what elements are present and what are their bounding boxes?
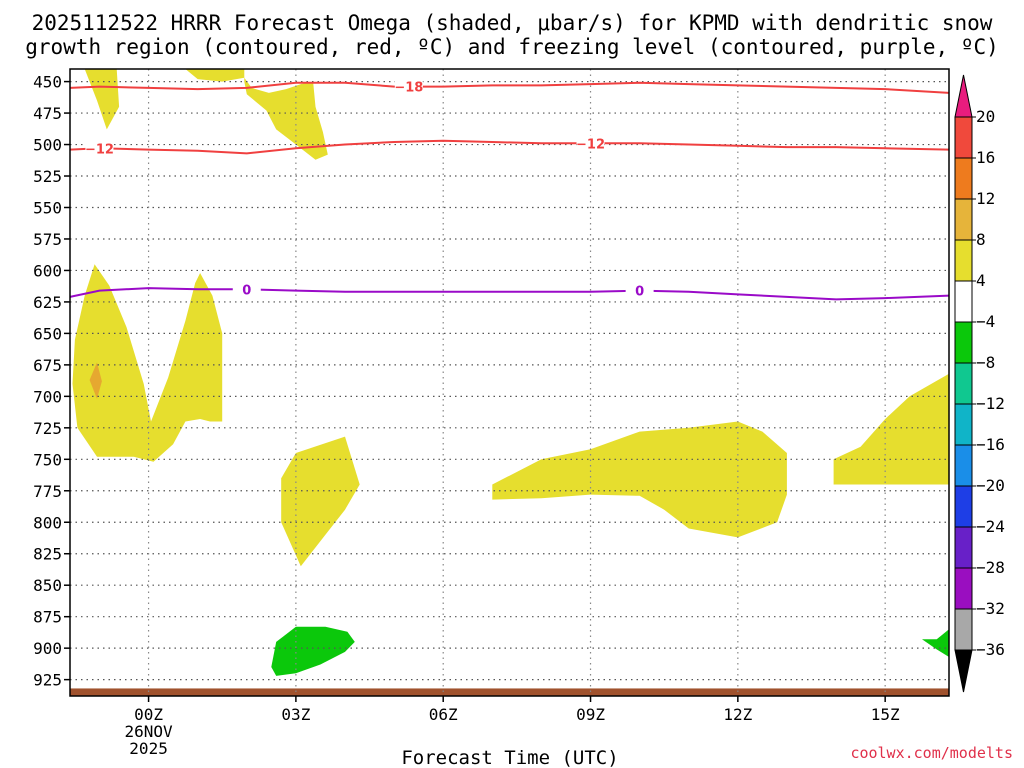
colorbar-band-1 <box>954 157 973 200</box>
y-tick-label-450: 450 <box>33 73 62 92</box>
colorbar-label-8: −16 <box>976 435 1005 454</box>
colorbar-label-5: −4 <box>976 312 995 331</box>
y-tick-label-500: 500 <box>33 136 62 155</box>
colorbar-label-1: 16 <box>976 148 995 167</box>
contour-line-2 <box>69 287 950 301</box>
x-tick-label-15Z: 15Z <box>871 705 900 724</box>
contour-label-bg-2-0 <box>232 281 261 298</box>
colorbar-bottom-arrow <box>954 649 973 693</box>
colorbar-band-5 <box>954 321 973 364</box>
terrain-layer <box>70 688 949 696</box>
grid-layer <box>70 69 949 696</box>
y-tick-label-900: 900 <box>33 639 62 658</box>
colorbar-band-0 <box>954 116 973 159</box>
omega-region-7 <box>271 626 355 676</box>
colorbar-label-3: 8 <box>976 230 986 249</box>
contour-label-2-0: 0 <box>242 283 251 298</box>
contour-line-1 <box>69 139 950 155</box>
omega-shading-layer <box>72 69 949 676</box>
omega-region-5 <box>833 373 949 485</box>
y-tick-label-875: 875 <box>33 608 62 627</box>
colorbar-label-7: −12 <box>976 394 1005 413</box>
y-tick-label-725: 725 <box>33 419 62 438</box>
y-tick-label-650: 650 <box>33 324 62 343</box>
colorbar-label-11: −28 <box>976 558 1005 577</box>
contour-label-2-1: 0 <box>635 285 644 300</box>
y-tick-label-750: 750 <box>33 450 62 469</box>
x-axis-label: Forecast Time (UTC) <box>401 747 618 768</box>
colorbar-band-3 <box>954 239 973 282</box>
omega-region-1 <box>185 69 328 160</box>
y-tick-label-925: 925 <box>33 671 62 690</box>
colorbar-top-arrow <box>954 74 973 118</box>
contour-label-bg-2-1 <box>625 282 654 299</box>
y-tick-label-525: 525 <box>33 167 62 186</box>
y-tick-label-775: 775 <box>33 482 62 501</box>
colorbar-band-7 <box>954 403 973 446</box>
colorbar-band-4 <box>954 280 973 323</box>
contour-label-bg-1-1 <box>576 135 605 152</box>
contour-label-bg-0-0 <box>394 78 423 95</box>
contour-label-1-1: −12 <box>576 137 605 152</box>
omega-region-2 <box>72 264 223 462</box>
y-tick-label-825: 825 <box>33 545 62 564</box>
colorbar-label-0: 20 <box>976 107 995 126</box>
y-tick-label-475: 475 <box>33 104 62 123</box>
contour-label-1-0: −12 <box>85 142 114 157</box>
plot-frame <box>69 68 950 697</box>
y-tick-label-675: 675 <box>33 356 62 375</box>
terrain-strip <box>70 688 949 696</box>
colorbar-label-6: −8 <box>976 353 995 372</box>
omega-region-0 <box>84 69 120 130</box>
x-tick-label-09Z: 09Z <box>576 705 605 724</box>
chart-title-line2: growth region (contoured, red, ºC) and f… <box>25 35 999 59</box>
y-tick-label-625: 625 <box>33 293 62 312</box>
colorbar-label-12: −32 <box>976 599 1005 618</box>
colorbar-label-2: 12 <box>976 189 995 208</box>
x-tick-label-03Z: 03Z <box>281 705 310 724</box>
colorbar-band-8 <box>954 444 973 487</box>
pressure-axis: 450 475 500 525 550 575 600 625 650 675 700 725 750 7… <box>33 73 70 690</box>
colorbar-label-4: 4 <box>976 271 986 290</box>
chart-title-line1: 2025112522 HRRR Forecast Omega (shaded, … <box>32 11 993 35</box>
contour-layer: −18 −12 −12 0 0 <box>69 78 950 301</box>
colorbar-band-10 <box>954 526 973 569</box>
contour-line-0 <box>69 81 950 94</box>
x-tick-date: 26NOV <box>124 722 173 741</box>
colorbar-label-10: −24 <box>976 517 1005 536</box>
omega-region-8 <box>922 629 949 657</box>
x-tick-label-12Z: 12Z <box>723 705 752 724</box>
y-tick-label-800: 800 <box>33 513 62 532</box>
contour-label-bg-1-0 <box>85 140 114 157</box>
omega-region-6 <box>89 362 102 399</box>
colorbar-band-12 <box>954 608 973 651</box>
y-tick-label-575: 575 <box>33 230 62 249</box>
colorbar-label-13: −36 <box>976 640 1005 659</box>
colorbar-band-2 <box>954 198 973 241</box>
x-tick-label-00Z: 00Z <box>134 705 163 724</box>
y-tick-label-700: 700 <box>33 387 62 406</box>
omega-region-3 <box>281 436 360 567</box>
colorbar-band-11 <box>954 567 973 610</box>
colorbar-band-6 <box>954 362 973 405</box>
x-tick-year: 2025 <box>129 739 168 758</box>
omega-region-4 <box>492 421 787 538</box>
y-tick-label-550: 550 <box>33 198 62 217</box>
colorbar-band-9 <box>954 485 973 528</box>
colorbar-label-9: −20 <box>976 476 1005 495</box>
y-tick-label-850: 850 <box>33 576 62 595</box>
credit-text: coolwx.com/modelts <box>850 744 1013 762</box>
contour-label-0-0: −18 <box>394 81 423 96</box>
y-tick-label-600: 600 <box>33 261 62 280</box>
x-tick-label-06Z: 06Z <box>429 705 458 724</box>
colorbar: 20 16 12 8 4 −4 −8 −12 −16 −20 −24 −28 −32 −36 <box>954 74 1005 693</box>
